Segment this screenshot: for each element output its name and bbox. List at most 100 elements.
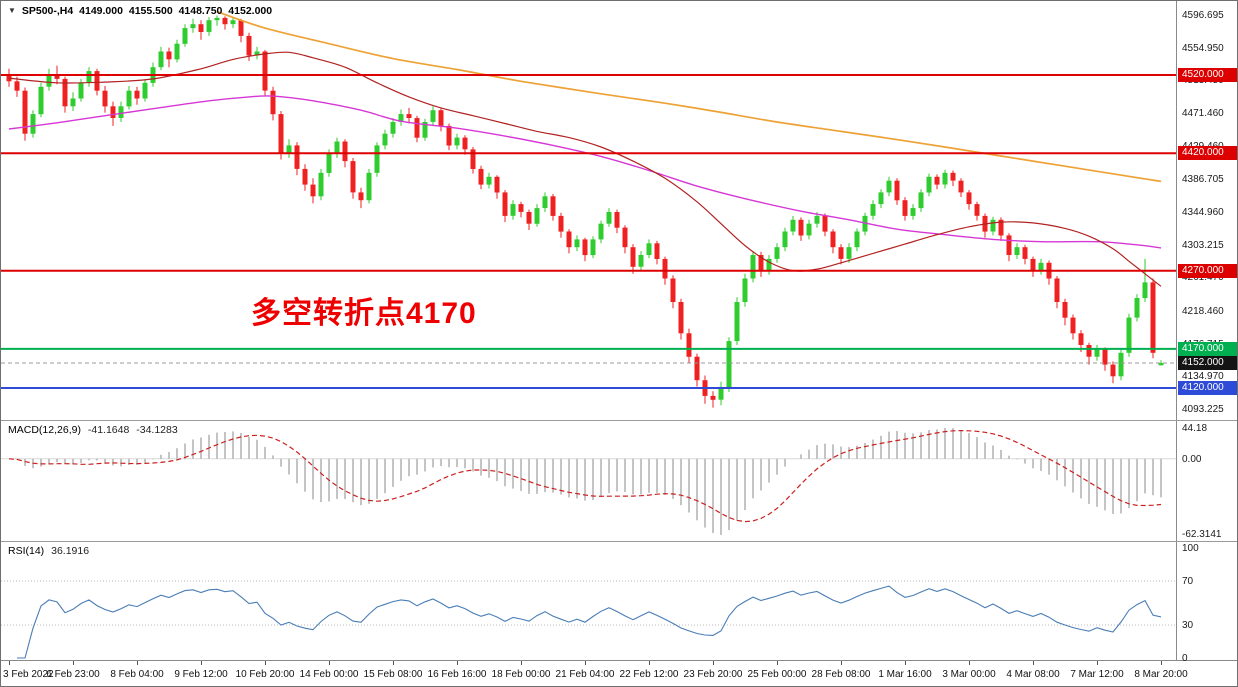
price-axis[interactable]: 4596.6954554.9504513.4504471.4604429.460… <box>1176 1 1237 420</box>
candle-body <box>1062 302 1068 318</box>
candle-body <box>1038 262 1044 271</box>
candle-body <box>662 258 668 279</box>
candle-body <box>222 17 228 25</box>
time-axis-label: 1 Mar 16:00 <box>878 669 932 680</box>
candle-body <box>822 215 828 232</box>
time-axis-label: 10 Feb 20:00 <box>235 669 295 680</box>
candle-body <box>374 145 380 173</box>
macd-plot[interactable] <box>1 421 1176 542</box>
candle-body <box>30 114 36 134</box>
time-axis-label: 21 Feb 04:00 <box>555 669 615 680</box>
chart-title-bar: ▼ SP500-,H4 4149.000 4155.500 4148.750 4… <box>8 5 275 17</box>
price-tick-label: 4303.215 <box>1182 239 1224 251</box>
candle-body <box>1158 363 1164 366</box>
candle-body <box>886 180 892 193</box>
time-axis-label: 15 Feb 08:00 <box>363 669 423 680</box>
ohlc-open: 4149.000 <box>79 5 123 17</box>
candle-body <box>542 196 548 208</box>
candle-body <box>758 255 764 271</box>
time-axis-label: 3 Feb 2022 <box>3 669 54 680</box>
candle-body <box>558 215 564 232</box>
rsi-plot[interactable] <box>1 542 1176 661</box>
candle-body <box>998 219 1004 236</box>
candle-body <box>550 196 556 216</box>
time-axis-label: 25 Feb 00:00 <box>747 669 807 680</box>
time-axis-label: 6 Feb 23:00 <box>46 669 100 680</box>
candle-body <box>398 114 404 122</box>
candle-body <box>694 356 700 381</box>
time-axis-label: 7 Mar 12:00 <box>1070 669 1124 680</box>
candle-body <box>446 125 452 146</box>
candle-body <box>566 231 572 248</box>
candle-body <box>342 141 348 162</box>
candle-body <box>918 192 924 209</box>
candle-body <box>382 133 388 146</box>
main-chart-pane[interactable]: ▼ SP500-,H4 4149.000 4155.500 4148.750 4… <box>1 1 1237 421</box>
candle-body <box>1014 247 1020 255</box>
candle-body <box>14 81 20 91</box>
candle-body <box>766 258 772 271</box>
price-tick-label: 4471.460 <box>1182 108 1224 119</box>
candle-body <box>710 395 716 400</box>
candle-body <box>966 192 972 205</box>
long-ma-line <box>216 10 1162 183</box>
candle-body <box>70 98 76 107</box>
price-tick-label: 4218.460 <box>1182 305 1224 317</box>
candle-body <box>214 17 220 21</box>
time-axis-label: 3 Mar 00:00 <box>942 669 996 680</box>
candle-body <box>614 212 620 228</box>
candle-body <box>262 51 268 91</box>
rsi-axis-label: 70 <box>1182 576 1194 587</box>
time-tick <box>713 661 714 665</box>
rsi-axis[interactable]: 100 70 30 0 <box>1176 542 1237 664</box>
candle-body <box>270 90 276 115</box>
macd-axis-label: 0.00 <box>1182 453 1202 465</box>
time-axis-label: 18 Feb 00:00 <box>491 669 551 680</box>
candle-body <box>126 90 132 107</box>
price-tick-label: 4134.970 <box>1182 371 1224 383</box>
price-tick-label: 4596.695 <box>1182 10 1224 21</box>
candle-body <box>134 90 140 99</box>
time-tick <box>9 661 10 665</box>
candle-body <box>486 176 492 185</box>
candle-body <box>598 223 604 240</box>
candle-body <box>22 90 28 134</box>
candle-body <box>750 255 756 279</box>
time-tick <box>137 661 138 665</box>
candle-body <box>238 20 244 36</box>
candle-body <box>814 215 820 224</box>
macd-signal-value: -34.1283 <box>136 424 178 436</box>
candle-body <box>854 231 860 248</box>
fast-ma-line <box>8 51 1162 287</box>
candle-body <box>926 176 932 193</box>
macd-axis-label: 44.18 <box>1182 423 1208 434</box>
candle-body <box>1142 282 1148 299</box>
candle-body <box>686 333 692 357</box>
candle-body <box>1118 352 1124 377</box>
candles-layer <box>6 15 1164 408</box>
candle-body <box>406 114 412 118</box>
macd-pane[interactable]: MACD(12,26,9) -41.1648 -34.1283 44.18 0.0… <box>1 421 1237 542</box>
candle-body <box>638 255 644 267</box>
rsi-title: RSI(14) 36.1916 <box>8 545 93 557</box>
candle-body <box>454 137 460 146</box>
macd-axis-label: -62.3141 <box>1182 529 1222 540</box>
macd-axis[interactable]: 44.18 0.00 -62.3141 <box>1176 421 1237 541</box>
candle-body <box>910 208 916 216</box>
rsi-value: 36.1916 <box>51 545 90 557</box>
candle-body <box>118 106 124 118</box>
candlestick-chart[interactable] <box>1 1 1176 421</box>
annotation-text[interactable]: 多空转折点4170 <box>251 297 477 330</box>
time-tick <box>521 661 522 665</box>
candle-body <box>798 219 804 236</box>
time-axis[interactable]: 3 Feb 2022 6 Feb 23:00 8 Feb 04:00 9 Feb 12… <box>1 661 1237 686</box>
price-line-badge: 4170.000 <box>1178 341 1237 356</box>
candle-body <box>366 172 372 201</box>
candle-body <box>334 141 340 154</box>
price-tick-label: 4093.225 <box>1182 403 1224 415</box>
rsi-pane[interactable]: RSI(14) 36.1916 100 70 30 0 <box>1 542 1237 664</box>
time-tick <box>969 661 970 665</box>
time-tick <box>585 661 586 665</box>
macd-main-value: -41.1648 <box>87 424 130 436</box>
